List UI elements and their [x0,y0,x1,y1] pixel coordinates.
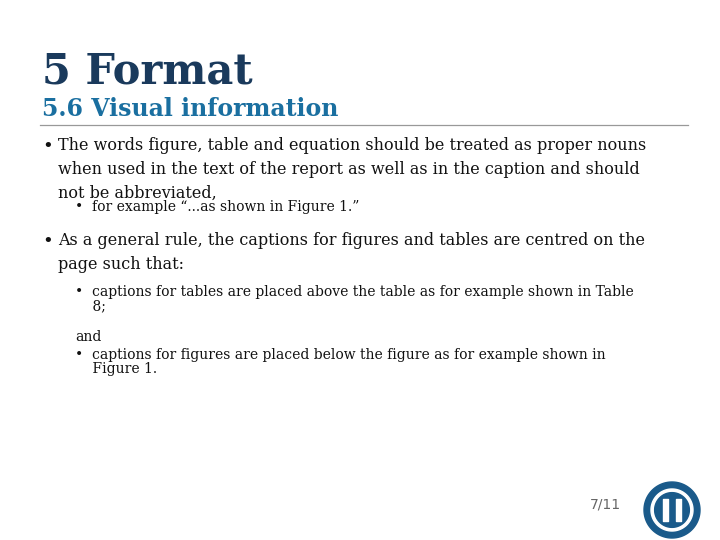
Text: •: • [42,232,53,250]
Polygon shape [654,492,689,528]
Text: •  captions for figures are placed below the figure as for example shown in: • captions for figures are placed below … [75,348,606,362]
Text: The words figure, table and equation should be treated as proper nouns
when used: The words figure, table and equation sho… [58,137,647,202]
Text: •  captions for tables are placed above the table as for example shown in Table: • captions for tables are placed above t… [75,285,634,299]
Text: 7/11: 7/11 [590,498,621,512]
Polygon shape [651,489,693,531]
Text: 5.6 Visual information: 5.6 Visual information [42,97,338,121]
Text: •: • [42,137,53,155]
Text: As a general rule, the captions for figures and tables are centred on the
page s: As a general rule, the captions for figu… [58,232,645,273]
Text: Figure 1.: Figure 1. [75,362,157,376]
Text: •  for example “...as shown in Figure 1.”: • for example “...as shown in Figure 1.” [75,200,359,214]
Text: 8;: 8; [75,299,106,313]
Text: and: and [75,330,102,344]
Text: 5 Format: 5 Format [42,50,253,92]
Polygon shape [644,482,700,538]
